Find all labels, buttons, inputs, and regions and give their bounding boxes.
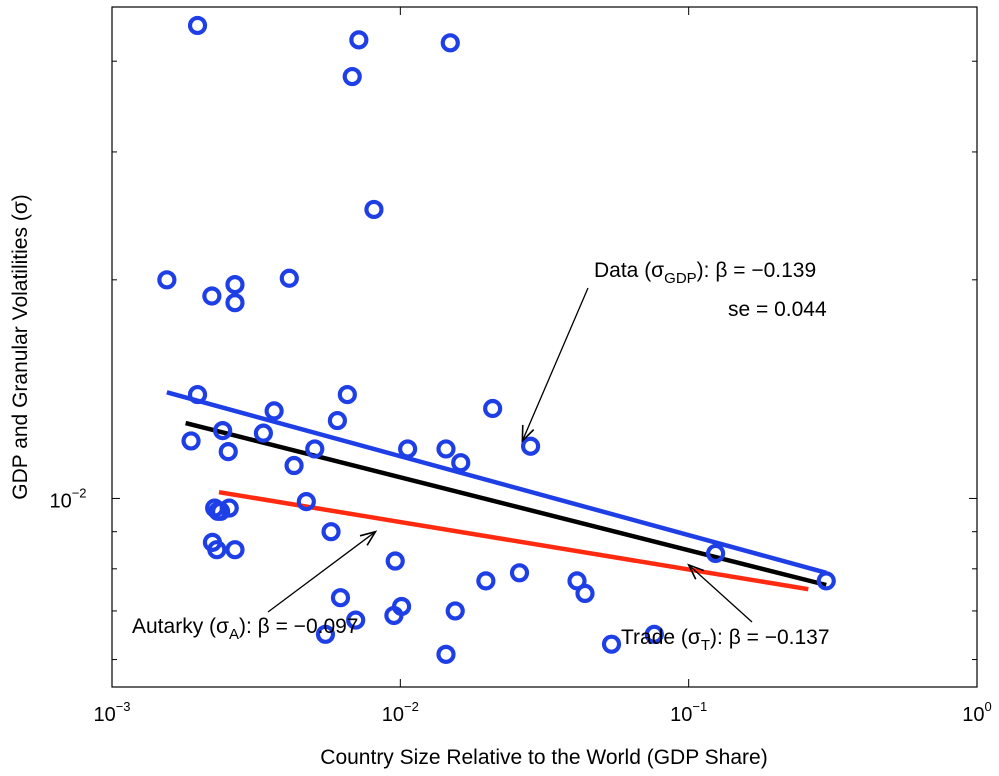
plot-marks: [157, 15, 836, 664]
data-point: [436, 439, 456, 459]
annotation-data-se: se = 0.044: [728, 298, 827, 321]
axis-ticks: 10−3 10−2 10−1 100 10−2: [49, 7, 992, 726]
data-point: [181, 431, 201, 451]
x-tick-label: 10−3: [93, 699, 130, 726]
data-point: [337, 384, 357, 405]
arrow-autarky: [267, 531, 376, 613]
data-point: [225, 293, 245, 313]
annotation-data: Data (σGDP): β = −0.139: [594, 259, 816, 287]
y-axis-title: GDP and Granular Volatilities (σ): [9, 194, 32, 500]
annotation-trade: Trade (σT): β = −0.137: [621, 626, 830, 654]
data-point: [385, 551, 405, 571]
data-point: [219, 498, 239, 518]
x-tick-label: 10−2: [382, 699, 419, 726]
data-point: [207, 540, 227, 560]
data-point: [451, 453, 471, 473]
data-point: [644, 624, 664, 644]
data-point: [342, 66, 362, 87]
data-point: [364, 199, 384, 220]
data-point: [187, 384, 208, 405]
x-axis-title: Country Size Relative to the World (GDP …: [320, 746, 767, 769]
data-point: [520, 436, 541, 456]
data-point: [225, 274, 245, 295]
data-point: [315, 624, 336, 644]
data-point: [213, 420, 233, 441]
data-point: [284, 455, 304, 476]
data-point: [264, 401, 284, 421]
data-point: [440, 33, 460, 53]
data-point: [296, 492, 316, 512]
annotation-autarky: Autarky (σA): β = −0.097: [132, 615, 359, 643]
data-point: [398, 439, 418, 459]
data-point: [327, 410, 348, 431]
x-tick-label: 10−1: [670, 699, 707, 726]
data-point: [706, 543, 726, 564]
data-point: [483, 398, 503, 419]
data-point: [445, 601, 465, 621]
arrowhead-data: [521, 424, 535, 443]
y-tick-label: 10−2: [49, 485, 86, 512]
data-point: [575, 583, 595, 604]
annotation-arrows: [267, 287, 753, 623]
data-point: [476, 571, 496, 591]
data-point: [187, 15, 208, 36]
data-point: [349, 30, 369, 50]
arrow-trade: [688, 564, 753, 623]
fit-line-autarky: [218, 489, 809, 592]
fit-line-data: [166, 390, 827, 575]
data-point: [218, 442, 238, 462]
data-point: [391, 596, 412, 617]
arrow-data: [521, 287, 589, 442]
data-point: [210, 501, 231, 521]
x-tick-label: 100: [962, 699, 991, 726]
plot-frame: [111, 6, 978, 688]
data-point: [330, 588, 351, 608]
data-point: [321, 522, 341, 542]
data-point: [305, 439, 325, 459]
arrowhead-trade: [687, 563, 704, 580]
data-point: [436, 644, 456, 664]
data-point: [157, 270, 177, 290]
data-point: [202, 286, 222, 306]
data-point: [253, 423, 273, 443]
data-point: [509, 563, 530, 583]
data-point: [225, 540, 245, 560]
data-point: [346, 610, 366, 630]
data-point: [816, 571, 836, 591]
data-point: [279, 268, 299, 288]
data-point: [601, 634, 622, 654]
arrowhead-autarky: [359, 530, 378, 546]
